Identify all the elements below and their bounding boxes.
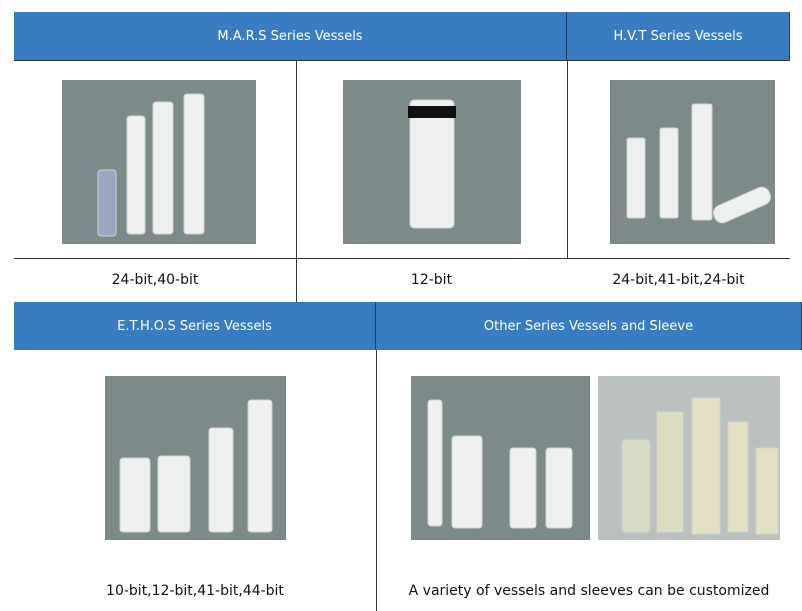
rule	[567, 60, 568, 258]
caption: 24-bit,40-bit	[111, 272, 199, 288]
rule	[376, 350, 377, 611]
header: H.V.T Series Vessels	[567, 12, 790, 60]
caption: 24-bit,41-bit,24-bit	[612, 272, 745, 288]
rule	[14, 258, 790, 259]
rule	[14, 60, 790, 61]
header: M.A.R.S Series Vessels	[14, 12, 567, 60]
caption: 10-bit,12-bit,41-bit,44-bit	[106, 582, 284, 599]
rule	[296, 60, 297, 302]
header: E.T.H.O.S Series Vessels	[14, 302, 376, 350]
caption: A variety of vessels and sleeves can be …	[408, 582, 770, 599]
header: Other Series Vessels and Sleeve	[376, 302, 802, 350]
caption: 12-bit	[410, 272, 453, 288]
